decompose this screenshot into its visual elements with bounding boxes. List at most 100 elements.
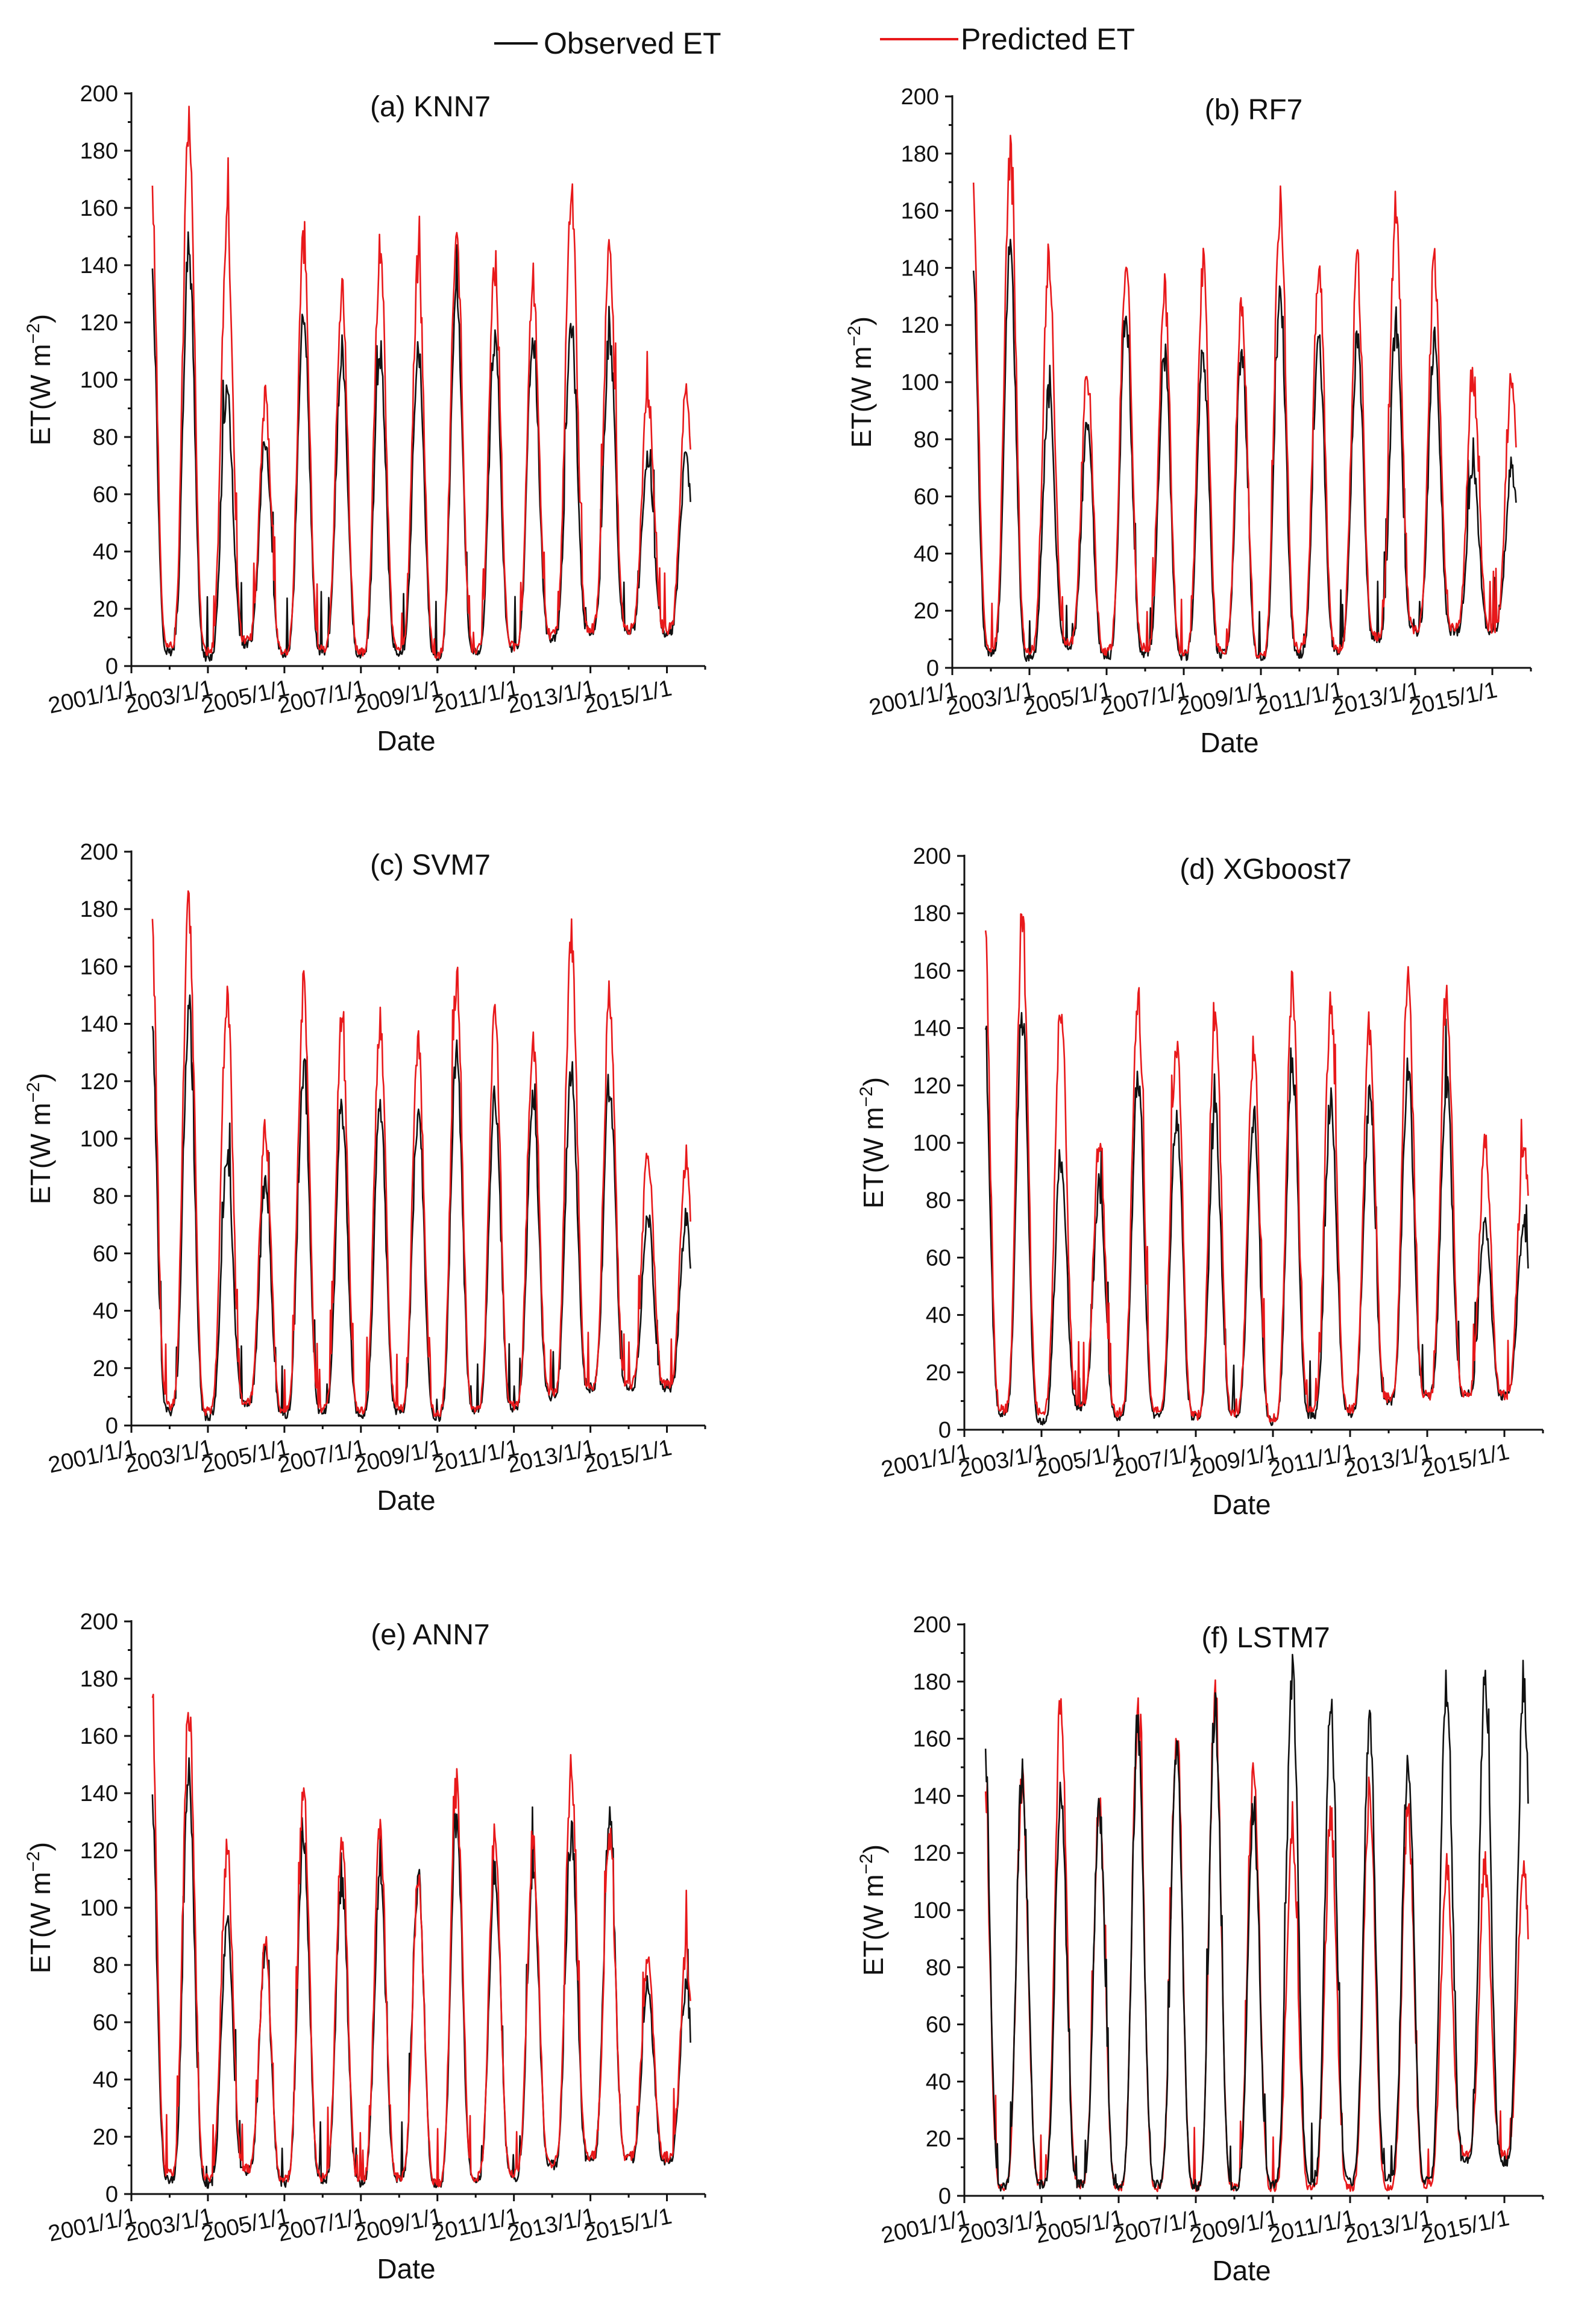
y-axis-label-sup: −2 — [24, 1082, 43, 1102]
y-tick-label: 180 — [80, 897, 118, 922]
y-tick-label: 60 — [926, 1245, 951, 1271]
y-tick-label: 140 — [80, 1012, 118, 1037]
x-axis-label: Date — [1212, 2255, 1271, 2286]
y-tick-label: 120 — [80, 1069, 118, 1095]
x-axis-label: Date — [377, 2253, 435, 2284]
panel-title: (c) SVM7 — [370, 849, 491, 881]
y-tick-label: 160 — [913, 958, 951, 984]
y-tick-label: 0 — [105, 654, 118, 679]
y-tick-label: 100 — [913, 1898, 951, 1923]
y-axis-label-main: ET(W m — [858, 1107, 889, 1209]
y-axis-label-close: ) — [25, 1073, 56, 1082]
y-axis-label-close: ) — [25, 1842, 56, 1851]
y-axis-label-close: ) — [858, 1844, 889, 1853]
y-tick-label: 0 — [105, 1413, 118, 1439]
series-line-predicted — [984, 913, 1529, 1423]
y-tick-label: 40 — [93, 2067, 118, 2093]
y-tick-label: 60 — [93, 482, 118, 508]
y-tick-label: 180 — [901, 142, 939, 167]
y-tick-label: 0 — [938, 2184, 951, 2209]
y-tick-label: 80 — [926, 1955, 951, 1981]
y-axis-label: ET(W m−2) — [856, 1077, 889, 1209]
y-axis-label-sup: −2 — [844, 325, 864, 346]
y-tick-label: 80 — [93, 425, 118, 450]
y-tick-label: 140 — [913, 1784, 951, 1809]
series-line-predicted — [151, 105, 691, 659]
y-tick-label: 160 — [80, 196, 118, 221]
y-tick-label: 40 — [926, 1303, 951, 1328]
y-tick-label: 100 — [913, 1131, 951, 1156]
y-tick-label: 100 — [901, 370, 939, 395]
y-tick-label: 60 — [93, 2010, 118, 2036]
y-tick-label: 80 — [926, 1188, 951, 1213]
y-tick-label: 20 — [926, 1360, 951, 1386]
x-axis-label: Date — [1212, 1489, 1271, 1520]
y-tick-label: 20 — [93, 2125, 118, 2150]
y-tick-label: 140 — [913, 1016, 951, 1042]
y-tick-label: 180 — [80, 1667, 118, 1692]
y-tick-label: 200 — [80, 81, 118, 107]
legend-predicted-label: Predicted ET — [961, 22, 1135, 56]
y-axis-label-main: ET(W m — [846, 346, 877, 448]
y-tick-label: 120 — [80, 310, 118, 336]
x-axis-label: Date — [377, 725, 435, 756]
y-axis-label-main: ET(W m — [25, 344, 56, 445]
y-axis-label-sup: −2 — [24, 1851, 43, 1872]
series-line-predicted — [151, 1694, 691, 2187]
y-axis-label-main: ET(W m — [25, 1102, 56, 1204]
series-line-observed — [984, 1011, 1529, 1426]
y-tick-label: 160 — [80, 1724, 118, 1749]
y-tick-label: 80 — [93, 1953, 118, 1978]
y-tick-label: 140 — [80, 1781, 118, 1806]
y-tick-label: 160 — [913, 1727, 951, 1752]
y-axis-label-close: ) — [25, 314, 56, 323]
y-axis-label-main: ET(W m — [858, 1874, 889, 1976]
y-axis-label: ET(W m−2) — [24, 1842, 56, 1973]
y-tick-label: 120 — [913, 1074, 951, 1099]
y-tick-label: 20 — [926, 2127, 951, 2152]
y-tick-label: 40 — [93, 539, 118, 565]
y-tick-label: 120 — [913, 1841, 951, 1866]
y-tick-label: 100 — [80, 1896, 118, 1921]
y-tick-label: 160 — [901, 199, 939, 224]
y-tick-label: 40 — [926, 2069, 951, 2095]
panel-title: (f) LSTM7 — [1201, 1622, 1330, 1654]
y-tick-label: 100 — [80, 1127, 118, 1152]
y-tick-label: 160 — [80, 954, 118, 979]
y-tick-label: 80 — [93, 1184, 118, 1209]
y-axis-label: ET(W m−2) — [844, 316, 877, 448]
y-tick-label: 180 — [913, 1670, 951, 1695]
y-tick-label: 80 — [914, 427, 939, 453]
y-tick-label: 40 — [93, 1299, 118, 1324]
y-tick-label: 180 — [80, 139, 118, 164]
y-tick-label: 60 — [914, 485, 939, 510]
series-line-observed — [984, 1653, 1529, 2192]
y-tick-label: 180 — [913, 901, 951, 926]
y-tick-label: 20 — [914, 599, 939, 624]
y-tick-label: 0 — [105, 2182, 118, 2207]
y-tick-label: 60 — [926, 2013, 951, 2038]
y-tick-label: 140 — [80, 253, 118, 278]
y-tick-label: 20 — [93, 1356, 118, 1382]
y-axis-label-close: ) — [858, 1077, 889, 1086]
y-axis-label-sup: −2 — [856, 1086, 876, 1107]
y-tick-label: 120 — [80, 1838, 118, 1864]
y-axis-label-sup: −2 — [856, 1853, 876, 1874]
y-tick-label: 200 — [80, 840, 118, 865]
legend: Observed ET Predicted ET — [494, 22, 1135, 60]
y-tick-label: 0 — [938, 1418, 951, 1443]
y-tick-label: 200 — [80, 1609, 118, 1635]
y-axis-label-close: ) — [846, 316, 877, 325]
y-tick-label: 100 — [80, 368, 118, 393]
series-line-observed — [151, 994, 691, 1422]
x-axis-label: Date — [1200, 727, 1258, 758]
y-tick-label: 40 — [914, 541, 939, 567]
x-axis-label: Date — [377, 1485, 435, 1516]
panel-title: (d) XGboost7 — [1180, 853, 1351, 885]
legend-observed-label: Observed ET — [544, 27, 721, 60]
y-axis-label-sup: −2 — [24, 323, 43, 344]
y-axis-label: ET(W m−2) — [24, 314, 56, 445]
y-tick-label: 200 — [913, 844, 951, 869]
panel-title: (a) KNN7 — [370, 91, 491, 123]
